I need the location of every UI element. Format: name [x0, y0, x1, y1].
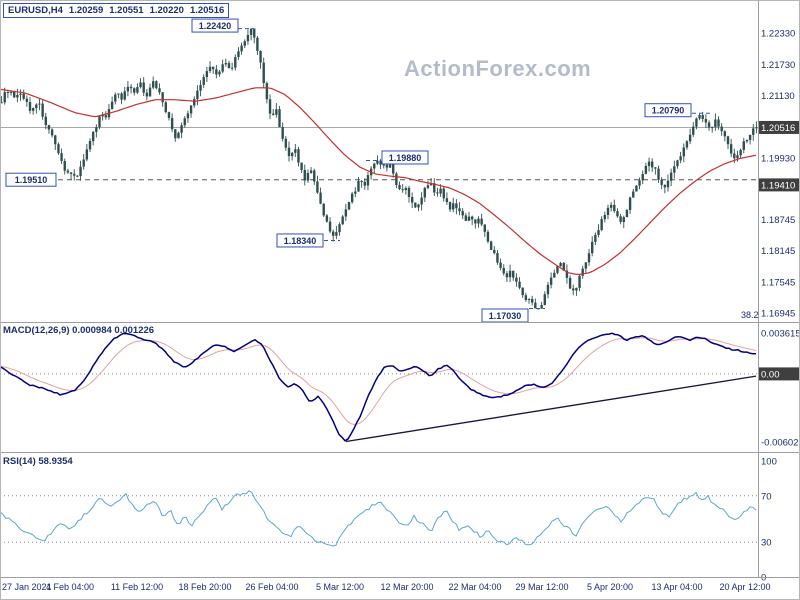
rsi-axis-label: 70	[761, 491, 772, 502]
y-axis-label: 1.18745	[761, 215, 795, 226]
fib-level-label: 38.2	[741, 310, 759, 320]
price-annotation-label: 1.19880	[389, 153, 422, 163]
price-annotation-label: 1.17030	[489, 311, 522, 321]
y-axis-label: 1.21730	[761, 60, 795, 71]
price-annotation-label: 1.20790	[652, 106, 685, 116]
x-axis-label: 18 Feb 20:00	[178, 582, 231, 592]
macd-axis-label: 0.003615	[761, 329, 800, 340]
x-axis-label: 29 Mar 12:00	[515, 582, 568, 592]
x-axis-label: 22 Mar 04:00	[448, 582, 501, 592]
x-axis-label: 4 Feb 04:00	[46, 582, 94, 592]
support-level-box	[5, 172, 57, 187]
price-annotation-box	[276, 233, 324, 248]
x-axis-label: 5 Mar 12:00	[316, 582, 364, 592]
current-price-box-label: 1.20516	[761, 123, 795, 134]
price-annotation-box	[191, 18, 239, 33]
y-axis-label: 1.18145	[761, 246, 795, 257]
rsi-axis-label: 100	[761, 457, 777, 468]
symbol-label: EURUSD,H4	[8, 5, 63, 16]
x-axis-label: 11 Feb 12:00	[111, 582, 163, 592]
support-level-label: 1.19510	[15, 175, 48, 185]
y-axis-label: 1.17545	[761, 277, 795, 288]
price-annotation-label: 1.18340	[284, 236, 317, 246]
price-annotation-label: 1.22420	[199, 21, 232, 31]
y-axis-label: 1.19930	[761, 153, 795, 164]
candlestick-series	[0, 28, 758, 310]
x-axis-label: 13 Apr 04:00	[651, 582, 702, 592]
rsi-panel-title: RSI(14) 58.9354	[3, 456, 73, 467]
moving-average-line	[0, 87, 757, 276]
price-annotation-box	[644, 103, 692, 118]
y-axis-label: 1.16945	[761, 308, 795, 319]
macd-axis-label: -0.006026	[761, 437, 800, 448]
support-price-box-label: 1.19410	[761, 180, 795, 191]
symbol-header: EURUSD,H4 1.20259 1.20551 1.20220 1.20516	[3, 3, 230, 18]
macd-zero-box-label: 0.00	[761, 369, 780, 380]
price-annotation-box	[481, 308, 529, 323]
macd-main-line	[0, 332, 757, 442]
x-axis-label: 12 Mar 20:00	[380, 582, 433, 592]
y-axis-label: 1.21130	[761, 91, 795, 102]
x-axis-label: 20 Apr 12:00	[719, 582, 770, 592]
watermark: ActionForex.com	[404, 56, 592, 81]
x-axis-label: 26 Feb 04:00	[245, 582, 298, 592]
macd-trendline[interactable]	[345, 375, 757, 443]
y-axis-label: 1.22330	[761, 29, 795, 40]
rsi-axis-label: 30	[761, 538, 772, 549]
x-axis-label: 5 Apr 20:00	[587, 582, 633, 592]
ohlc-low: 1.20220	[149, 5, 184, 16]
current-price-box	[758, 120, 800, 134]
macd-panel-title: MACD(12,26,9) 0.000984 0.001226	[3, 325, 155, 336]
ohlc-close: 1.20516	[189, 5, 225, 16]
ohlc-open: 1.20259	[68, 5, 104, 16]
price-annotation-box	[381, 150, 429, 165]
x-axis-label: 27 Jan 2021	[2, 582, 52, 592]
support-price-box	[758, 178, 800, 192]
ohlc-high: 1.20551	[109, 5, 144, 16]
rsi-line	[0, 490, 757, 547]
macd-zero-box	[758, 367, 800, 381]
